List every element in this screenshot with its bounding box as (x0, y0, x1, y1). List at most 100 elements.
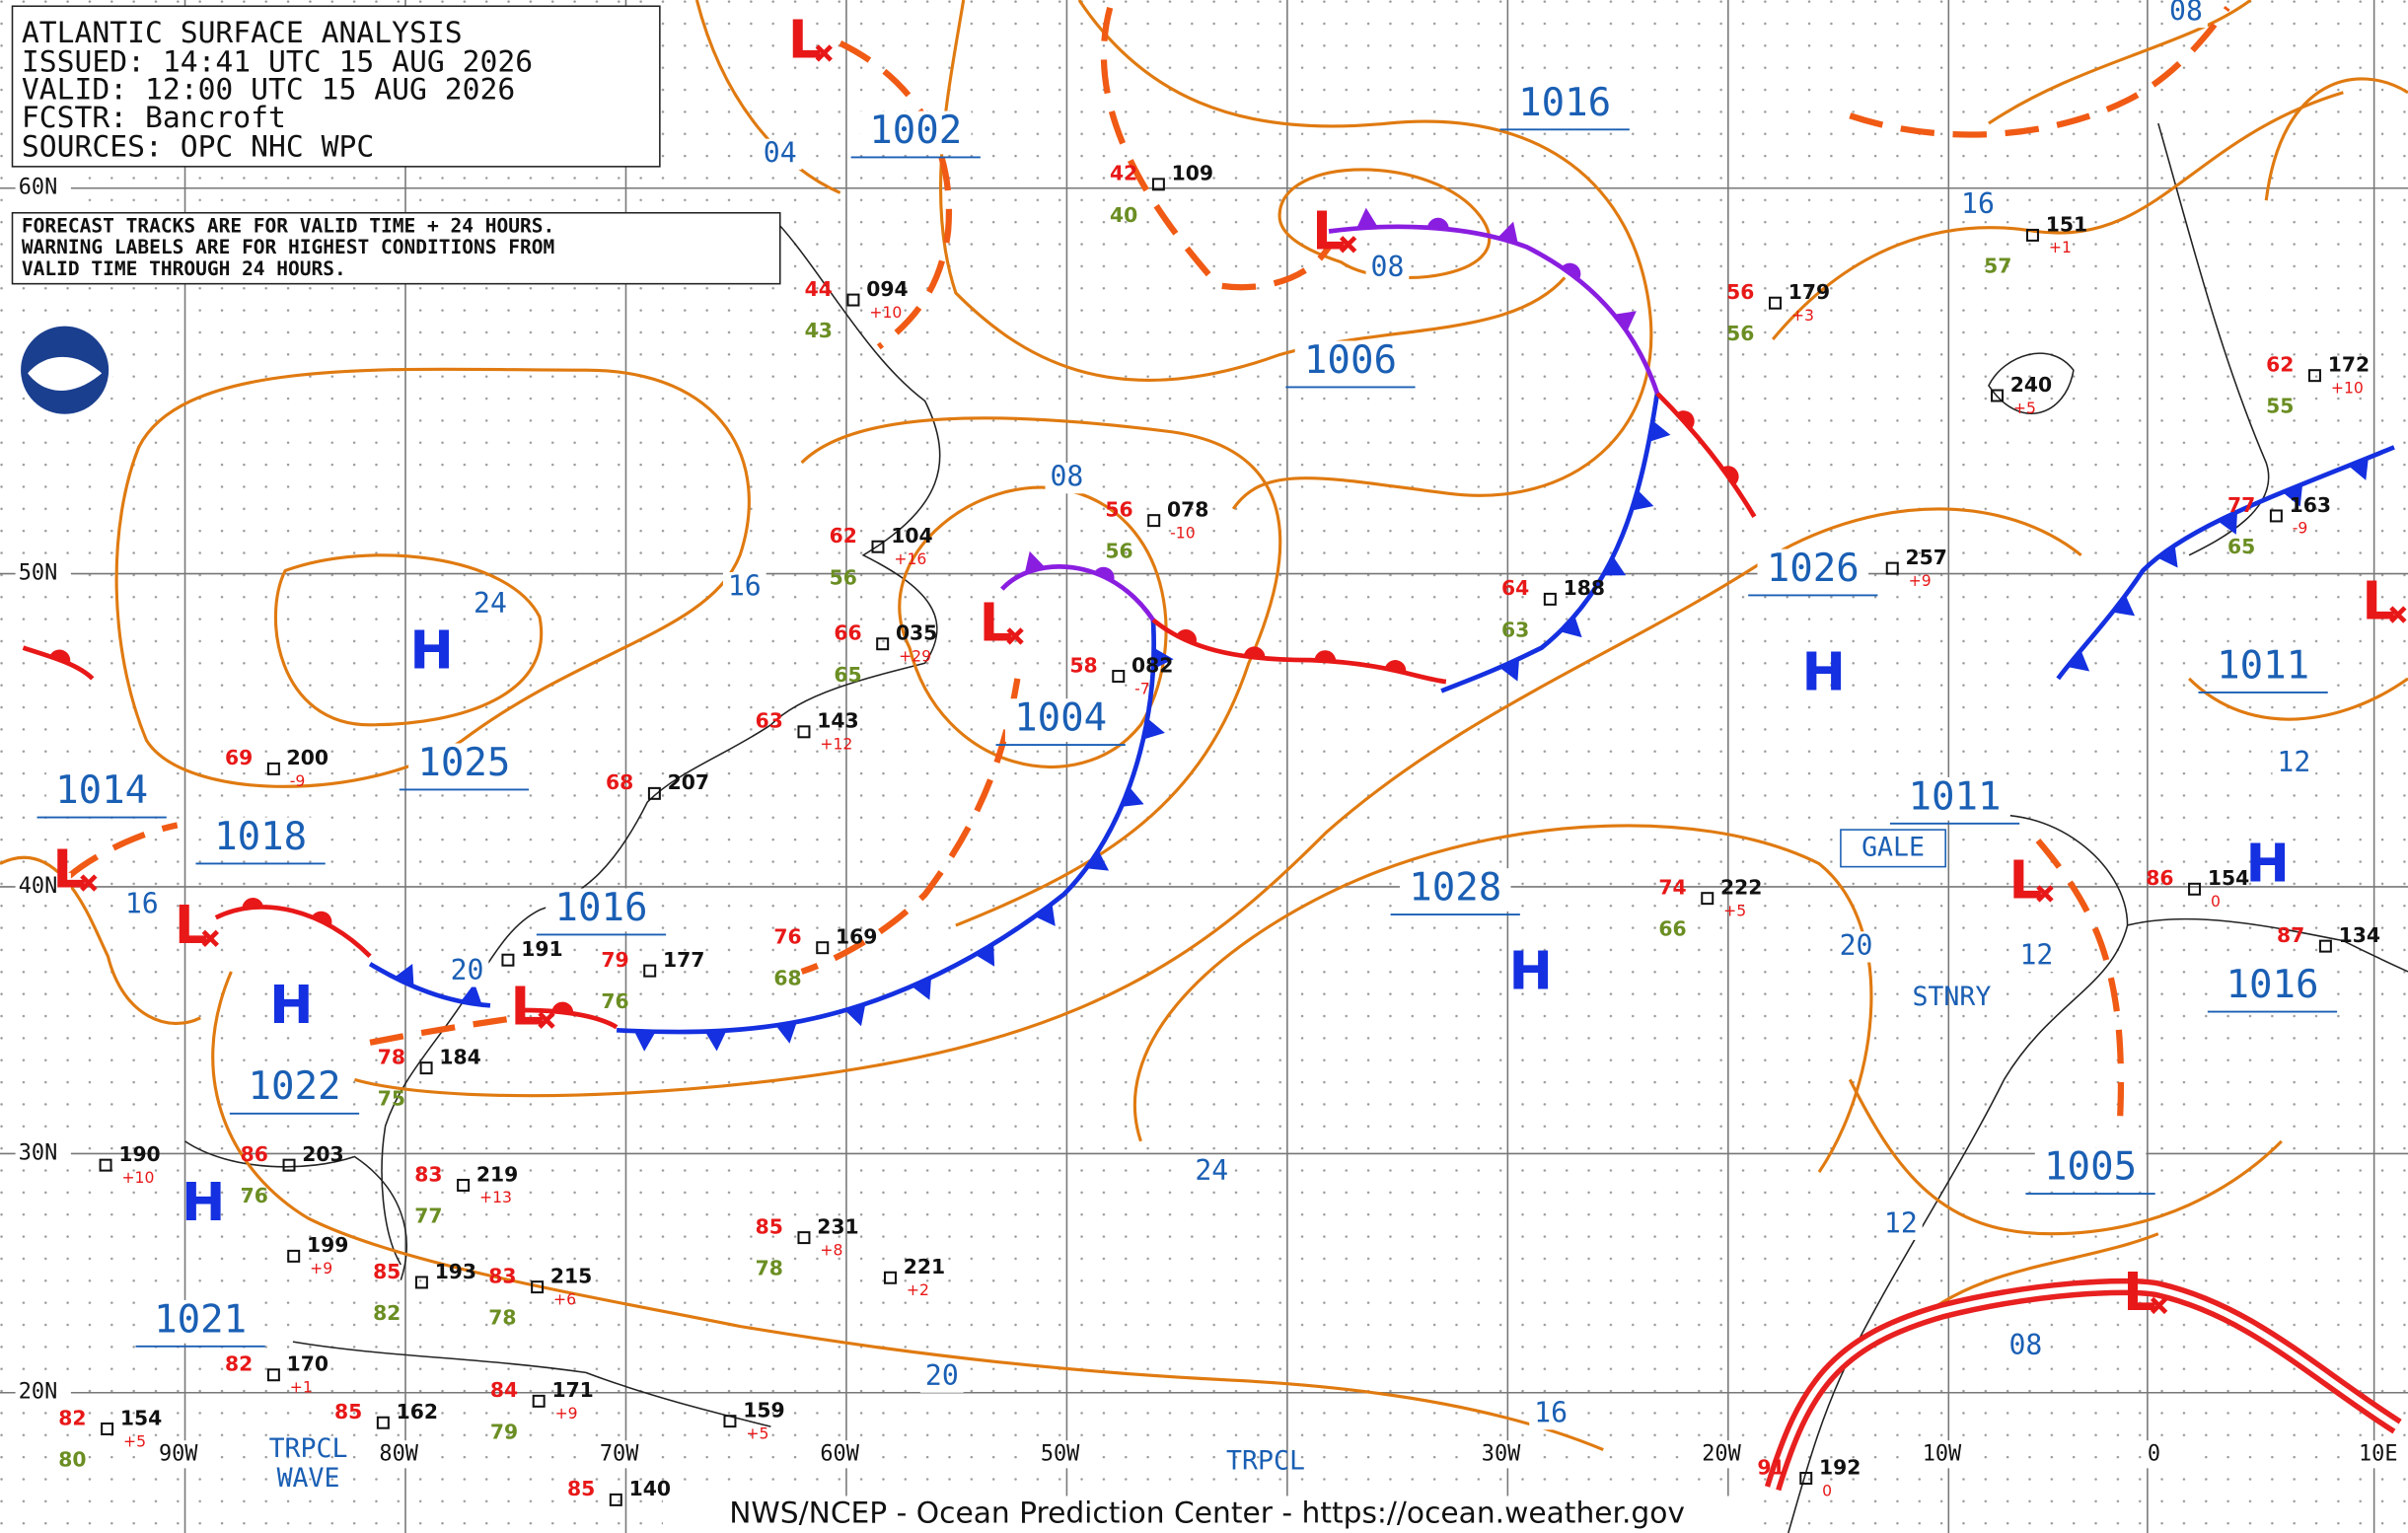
station-dewpoint: 40 (1110, 203, 1137, 227)
lon-label: 10E (2359, 1441, 2398, 1466)
station-temperature: 85 (334, 1400, 362, 1424)
isobar (1988, 0, 2252, 125)
center-pressure: 1016 (554, 886, 647, 930)
center-pressure: 1016 (2226, 963, 2318, 1007)
lon-label: 10W (1923, 1441, 1962, 1466)
station-tendency: 0 (1822, 1481, 1832, 1499)
isobar-label-box (1529, 1398, 1572, 1430)
station-pressure: 219 (476, 1162, 518, 1186)
lon-label: 90W (159, 1441, 198, 1466)
station-temperature: 56 (1726, 280, 1754, 304)
station-temperature: 85 (756, 1214, 783, 1238)
low-center: L (980, 592, 1013, 653)
occluded-front (1328, 224, 1660, 395)
station-marker (643, 964, 657, 978)
isobar-label-box (758, 138, 802, 170)
header-box (11, 5, 661, 168)
low-x (1006, 627, 1024, 645)
station-marker (1151, 178, 1165, 191)
front-triangle (975, 943, 995, 967)
station-temperature: 91 (1757, 1455, 1785, 1479)
station-marker (376, 1416, 390, 1429)
front-triangle (2067, 650, 2090, 672)
isobar-label: 12 (1884, 1206, 1918, 1239)
low-center: L (2009, 849, 2043, 911)
station-dewpoint: 76 (241, 1184, 268, 1207)
fronts (22, 207, 2395, 1052)
station-pressure: 199 (307, 1233, 348, 1257)
isobar-label-box (1834, 931, 1878, 963)
coastlines (184, 122, 2408, 1533)
station-tendency: -10 (1170, 523, 1196, 542)
low-x (1339, 236, 1357, 254)
station-pressure: 171 (551, 1378, 593, 1402)
trough (839, 39, 953, 350)
station-pressure: 104 (891, 524, 932, 548)
center-pressure-box (860, 110, 972, 155)
high-center: H (269, 975, 313, 1036)
station-marker (266, 762, 280, 775)
high-center: H (1801, 641, 1845, 702)
station-marker (1147, 514, 1161, 528)
isobar (354, 507, 2082, 1098)
center-pressure-box (408, 743, 520, 787)
front-semicircle (1676, 410, 1695, 430)
station-marker (457, 1178, 471, 1192)
lon-label-box (2352, 1440, 2408, 1469)
station-temperature: 76 (773, 925, 801, 949)
station-tendency: +10 (2331, 378, 2364, 397)
station-temperature: 78 (378, 1045, 405, 1068)
center-pressure-box (2207, 646, 2319, 690)
isobar-label-box (2164, 0, 2208, 29)
station-pressure: 159 (743, 1398, 784, 1422)
front-triangle (633, 1031, 656, 1052)
isobar-label: 08 (1050, 461, 1083, 493)
station-dewpoint: 65 (834, 663, 861, 687)
station-pressure: 203 (302, 1142, 343, 1166)
front-triangle (1034, 903, 1056, 926)
lon-label-box (814, 1440, 876, 1469)
isobar (1132, 824, 1873, 1174)
station-pressure: 151 (2046, 212, 2087, 236)
isobar-label: 20 (925, 1359, 959, 1392)
station-marker (419, 1061, 433, 1075)
lat-label: 60N (19, 176, 58, 200)
lon-label-box (373, 1440, 435, 1469)
station-marker (647, 786, 661, 800)
station-tendency: 0 (2211, 892, 2221, 911)
center-pressure: 1016 (1518, 81, 1611, 125)
station-pressure: 184 (439, 1045, 480, 1068)
warm-front (214, 905, 372, 958)
low-x (2150, 1296, 2168, 1315)
station-temperature: 84 (490, 1378, 518, 1402)
station-marker (287, 1249, 301, 1263)
lon-label-box (1916, 1440, 1978, 1469)
station-tendency: +5 (1723, 901, 1746, 919)
station-tendency: +1 (290, 1378, 313, 1397)
station-dewpoint: 56 (830, 565, 857, 589)
isobar (2264, 77, 2408, 201)
lon-label: 70W (600, 1441, 639, 1466)
station-temperature: 85 (373, 1260, 401, 1283)
station-tendency: +2 (907, 1280, 929, 1299)
low-x (2389, 606, 2407, 623)
station-marker (797, 1231, 811, 1245)
trough (1100, 7, 1332, 291)
header-line: VALID: 12:00 UTC 15 AUG 2026 (22, 73, 515, 108)
station-marker (609, 1493, 622, 1506)
low-center: L (52, 840, 86, 901)
station-tendency: +1 (2049, 238, 2072, 256)
station-tendency: +9 (310, 1259, 332, 1278)
front-semicircle (49, 649, 71, 665)
notice-box (11, 211, 781, 285)
isobar-label-box (722, 572, 766, 604)
high-center: H (1509, 941, 1553, 1002)
front-triangle (2282, 483, 2303, 507)
annotation: TRPCL (1226, 1446, 1305, 1477)
isobar-label-box (445, 956, 489, 987)
isobar (114, 367, 751, 788)
lat-label-box (15, 559, 71, 588)
isobar-label-box (1365, 253, 1410, 284)
center-pressure: 1002 (869, 109, 962, 153)
